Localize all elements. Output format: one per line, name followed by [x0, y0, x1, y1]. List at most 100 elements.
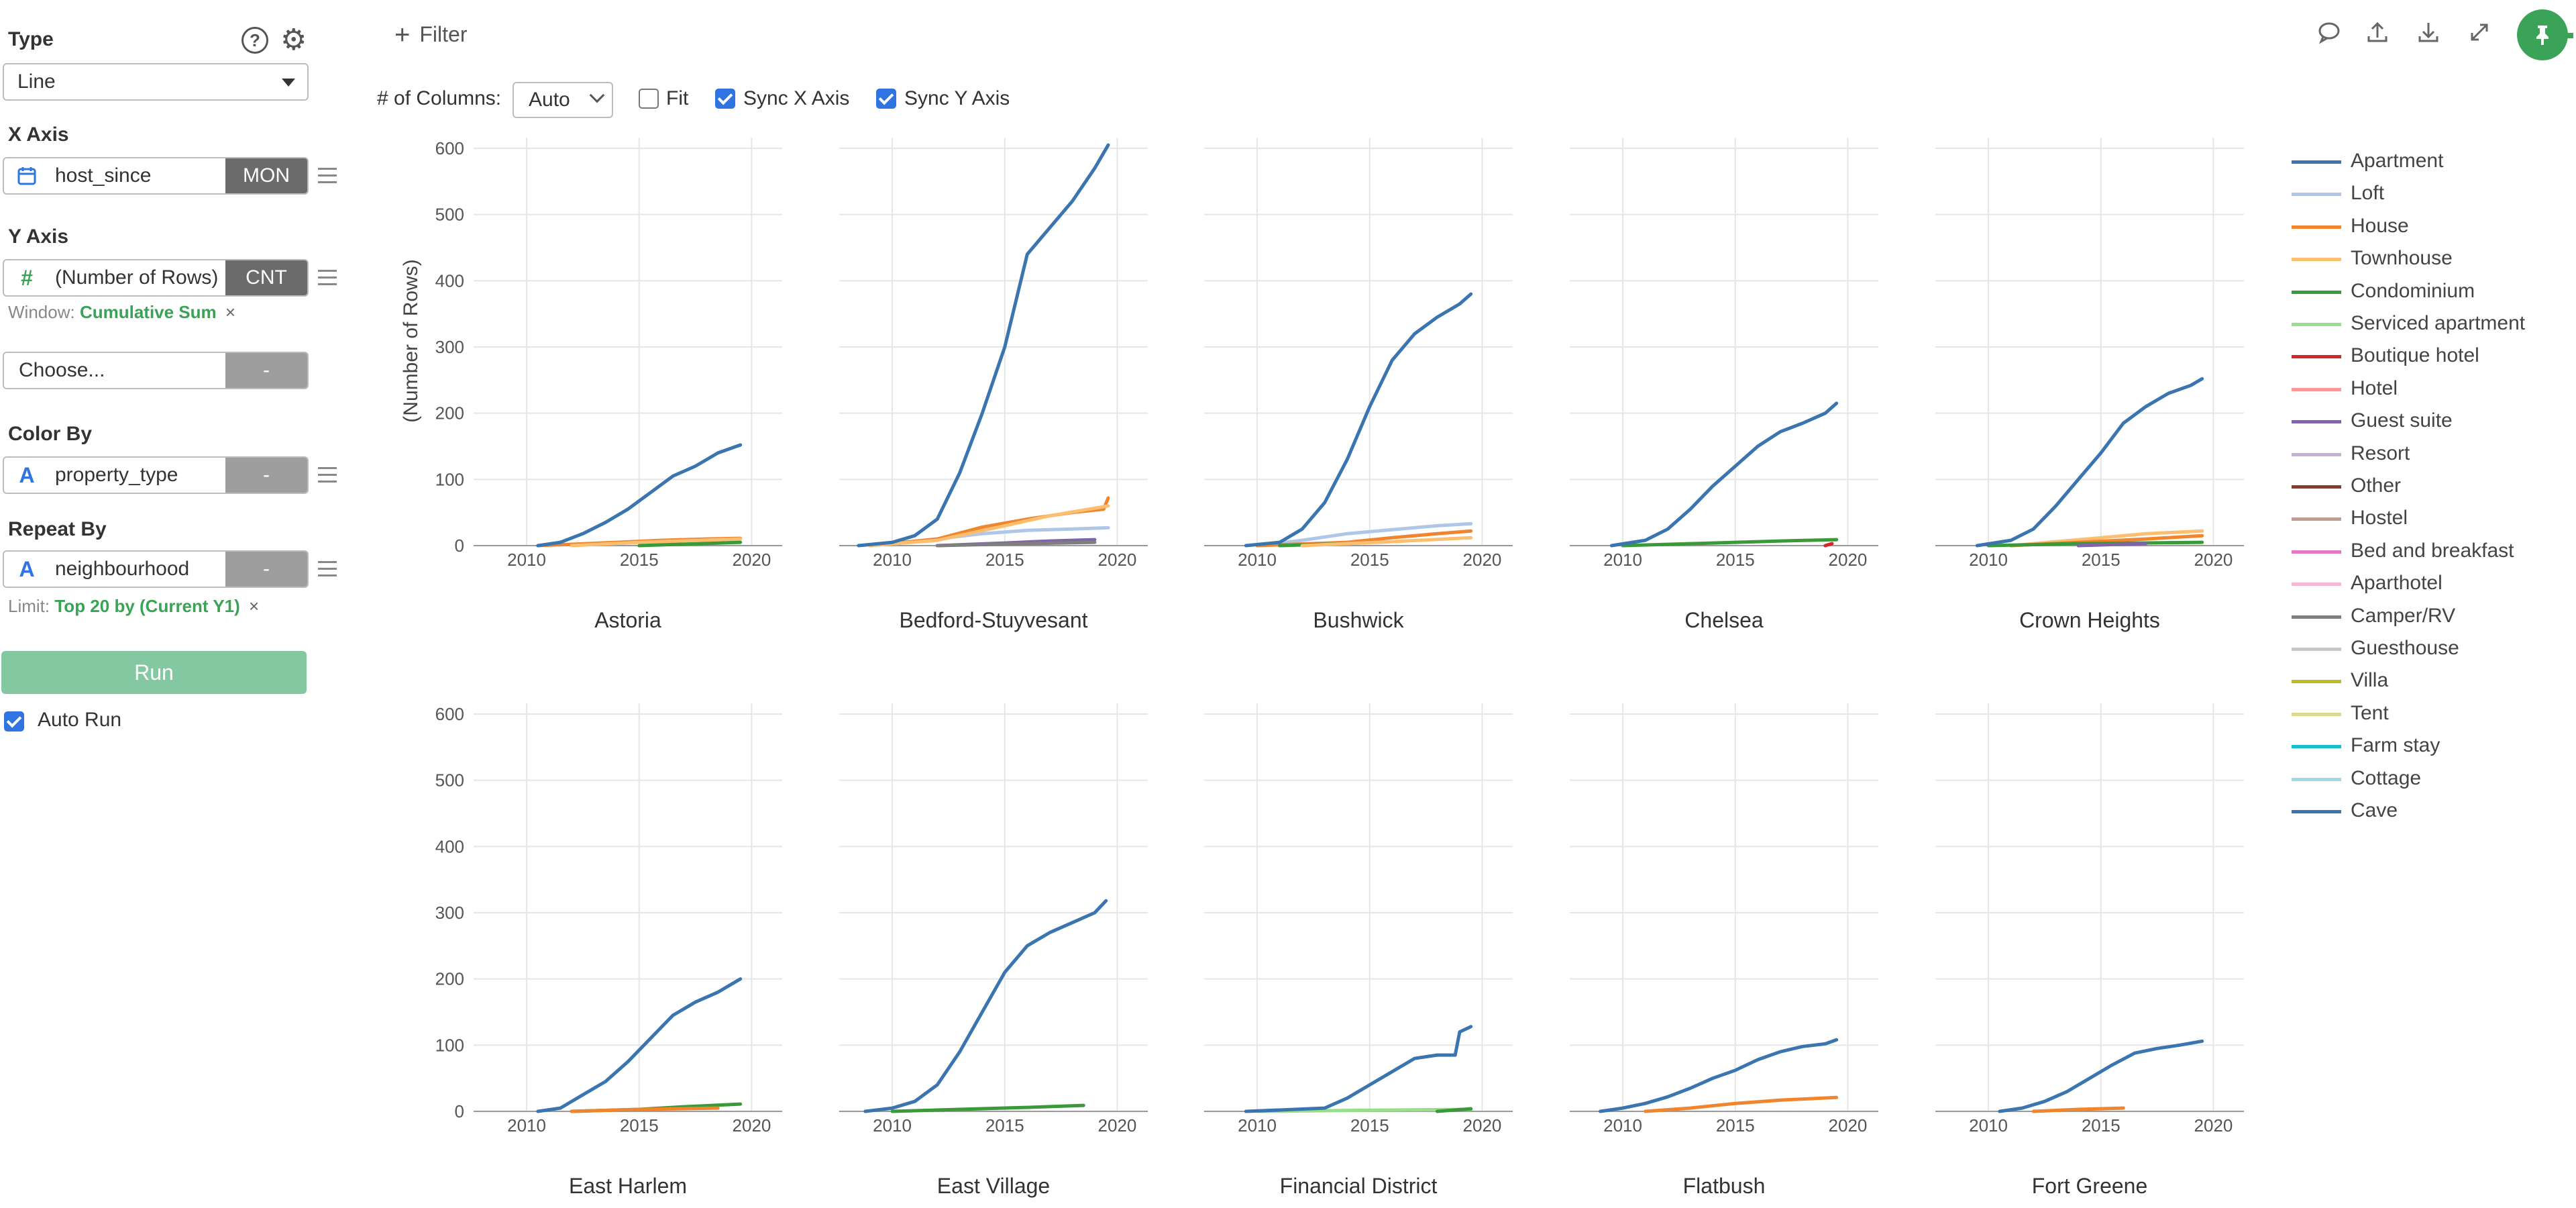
second-y-aggregation[interactable]: -	[225, 353, 307, 388]
facet-title: Flatbush	[1683, 1174, 1766, 1198]
window-value[interactable]: Cumulative Sum	[79, 302, 217, 322]
facet-title: Crown Heights	[2019, 608, 2160, 632]
x-tick-label: 2010	[1238, 1115, 1277, 1136]
x-axis-aggregation[interactable]: MON	[225, 158, 307, 193]
chart-type-select[interactable]: Line	[3, 63, 309, 101]
fit-label: Fit	[666, 87, 689, 109]
legend-swatch	[2292, 258, 2341, 262]
y-tick-label: 200	[435, 969, 464, 989]
legend-label: Loft	[2351, 182, 2385, 205]
chart-type-value: Line	[17, 70, 56, 93]
columns-select[interactable]: Auto	[513, 82, 613, 118]
remove-window-icon[interactable]: ×	[225, 302, 236, 322]
y-tick-label: 300	[435, 337, 464, 357]
series-line-house	[570, 1106, 720, 1113]
x-tick-label: 2020	[2194, 1115, 2233, 1136]
legend-swatch	[2292, 225, 2341, 229]
y-axis-menu-icon[interactable]	[318, 270, 337, 290]
series-line-apartment	[1998, 1039, 2204, 1113]
legend-label: House	[2351, 214, 2409, 237]
facet-title: Astoria	[594, 608, 661, 632]
legend-label: Camper/RV	[2351, 604, 2456, 627]
filter-button[interactable]: + Filter	[394, 20, 467, 50]
series-line-house	[2031, 1106, 2125, 1113]
legend-swatch	[2292, 810, 2341, 813]
download-icon[interactable]	[2414, 20, 2443, 50]
legend-swatch	[2292, 452, 2341, 456]
legend-label: Guest suite	[2351, 409, 2453, 432]
y-tick-label: 0	[455, 536, 464, 556]
legend-label: Bed and breakfast	[2351, 539, 2514, 562]
x-axis-field[interactable]: host_since MON	[3, 157, 309, 195]
series-line-condominium	[637, 540, 743, 548]
y-tick-label: 500	[435, 205, 464, 225]
x-tick-label: 2020	[1463, 550, 1502, 570]
x-tick-label: 2020	[1829, 1115, 1868, 1136]
repeat-by-menu-icon[interactable]	[318, 561, 337, 581]
second-y-field[interactable]: Choose... -	[3, 352, 309, 389]
sync-x-checkbox[interactable]	[715, 89, 735, 109]
series-line-townhouse	[570, 537, 743, 548]
series-line-apartment	[863, 899, 1108, 1113]
series-line-apartment	[536, 977, 743, 1113]
limit-value[interactable]: Top 20 by (Current Y1)	[54, 596, 240, 616]
columns-value: Auto	[529, 89, 570, 111]
facet-title: Financial District	[1280, 1174, 1438, 1198]
x-tick-label: 2010	[1238, 550, 1277, 570]
color-by-field-name: property_type	[55, 464, 178, 486]
type-label: Type	[8, 28, 54, 50]
y-tick-label: 500	[435, 770, 464, 791]
color-by-field[interactable]: A property_type -	[3, 456, 309, 494]
y-tick-label: 200	[435, 403, 464, 423]
x-tick-label: 2010	[1969, 550, 2008, 570]
gear-icon[interactable]: ⚙	[280, 23, 307, 56]
legend-swatch	[2292, 160, 2341, 164]
legend-swatch	[2292, 550, 2341, 554]
x-tick-label: 2010	[873, 550, 912, 570]
series-line-townhouse	[1300, 536, 1473, 548]
upload-icon[interactable]	[2363, 20, 2392, 50]
facet-title: Bedford-Stuyvesant	[899, 608, 1087, 632]
facet-title: East Village	[937, 1174, 1050, 1198]
run-button[interactable]: Run	[1, 651, 307, 694]
legend-swatch	[2292, 420, 2341, 424]
auto-run-checkbox[interactable]	[4, 711, 24, 732]
legend-swatch	[2292, 517, 2341, 521]
y-tick-label: 600	[435, 138, 464, 158]
sync-y-checkbox[interactable]	[876, 89, 896, 109]
y-axis-aggregation[interactable]: CNT	[225, 260, 307, 295]
legend-swatch	[2292, 355, 2341, 359]
x-tick-label: 2010	[507, 1115, 546, 1136]
x-tick-label: 2010	[507, 550, 546, 570]
color-by-aggregation[interactable]: -	[225, 458, 307, 493]
legend-label: Aparthotel	[2351, 572, 2443, 595]
x-axis-menu-icon[interactable]	[318, 168, 337, 188]
y-axis-field-name: (Number of Rows)	[55, 266, 219, 289]
window-prefix: Window:	[8, 302, 75, 322]
series-line-condominium	[1435, 1107, 1473, 1113]
pin-button[interactable]	[2517, 9, 2568, 60]
fit-checkbox[interactable]	[639, 89, 659, 109]
series-line-apartment	[1975, 376, 2204, 548]
color-by-menu-icon[interactable]	[318, 467, 337, 487]
y-axis-field[interactable]: # (Number of Rows) CNT	[3, 259, 309, 297]
window-calc-note: Window: Cumulative Sum ×	[8, 302, 235, 323]
series-line-apartment	[536, 443, 743, 548]
hash-icon: #	[21, 266, 33, 290]
x-tick-label: 2015	[2082, 550, 2121, 570]
facet-title: Chelsea	[1684, 608, 1764, 632]
x-tick-label: 2010	[1603, 550, 1642, 570]
help-icon[interactable]: ?	[241, 27, 268, 54]
y-axis-title: (Number of Rows)	[400, 259, 422, 422]
x-tick-label: 2015	[2082, 1115, 2121, 1136]
y-tick-label: 0	[455, 1101, 464, 1121]
comment-icon[interactable]	[2314, 20, 2344, 50]
repeat-by-aggregation[interactable]: -	[225, 552, 307, 587]
legend-swatch	[2292, 290, 2341, 294]
expand-icon[interactable]	[2465, 20, 2494, 50]
choose-placeholder: Choose...	[19, 359, 105, 381]
sync-y-label: Sync Y Axis	[904, 87, 1010, 109]
limit-note: Limit: Top 20 by (Current Y1) ×	[8, 596, 259, 617]
remove-limit-icon[interactable]: ×	[249, 596, 260, 616]
repeat-by-field[interactable]: A neighbourhood -	[3, 550, 309, 588]
